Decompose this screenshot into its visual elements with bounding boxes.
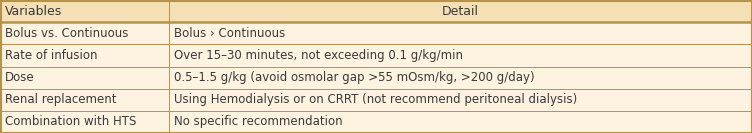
Text: Bolus vs. Continuous: Bolus vs. Continuous	[5, 27, 129, 40]
Text: Renal replacement: Renal replacement	[5, 93, 117, 106]
Text: Rate of infusion: Rate of infusion	[5, 49, 98, 62]
Text: Detail: Detail	[442, 5, 479, 18]
Text: Over 15–30 minutes, not exceeding 0.1 g/kg/min: Over 15–30 minutes, not exceeding 0.1 g/…	[174, 49, 463, 62]
Text: Using Hemodialysis or on CRRT (not recommend peritoneal dialysis): Using Hemodialysis or on CRRT (not recom…	[174, 93, 578, 106]
Text: Variables: Variables	[5, 5, 62, 18]
Bar	[0, 22, 752, 44]
Text: Combination with HTS: Combination with HTS	[5, 115, 136, 128]
Bar	[0, 89, 752, 111]
Text: No specific recommendation: No specific recommendation	[174, 115, 343, 128]
Bar	[0, 0, 752, 22]
Bar	[0, 44, 752, 66]
Bar	[0, 66, 752, 89]
Bar	[0, 111, 752, 133]
Text: 0.5–1.5 g/kg (avoid osmolar gap >55 mOsm/kg, >200 g/day): 0.5–1.5 g/kg (avoid osmolar gap >55 mOsm…	[174, 71, 535, 84]
Text: Dose: Dose	[5, 71, 35, 84]
Text: Bolus › Continuous: Bolus › Continuous	[174, 27, 286, 40]
